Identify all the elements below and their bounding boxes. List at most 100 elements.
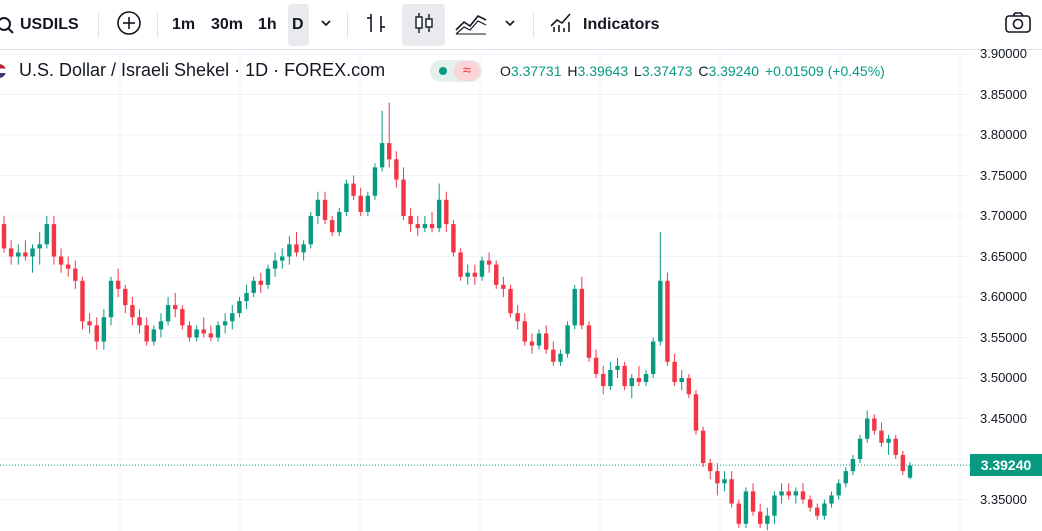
candle-body <box>151 329 157 342</box>
candle-body <box>658 280 663 342</box>
candle-body <box>486 260 492 265</box>
price-tick-label: 3.90000 <box>980 46 1027 61</box>
price-tick-label: 3.70000 <box>980 208 1027 223</box>
symbol-search-button[interactable]: USDILS <box>0 0 79 50</box>
candle-body <box>401 179 406 216</box>
candle-body <box>815 507 820 516</box>
price-axis[interactable]: 3.90000 3.85000 3.80000 3.75000 3.70000 3.650… <box>970 46 1042 531</box>
symbol-title[interactable]: U.S. Dollar / Israeli Shekel · 1D · FORE… <box>19 60 386 80</box>
candle-body <box>515 313 520 322</box>
candle-body <box>436 199 442 229</box>
price-tick-label: 3.80000 <box>980 127 1027 142</box>
candle-body <box>793 491 799 496</box>
market-status-badge[interactable]: ≈ <box>430 60 482 82</box>
market-open-dot-icon <box>439 67 447 75</box>
candle-body <box>372 167 378 196</box>
candle-body <box>180 309 185 326</box>
candle-body <box>807 499 813 508</box>
candle-body <box>444 199 449 225</box>
candle-body <box>529 341 535 346</box>
candle-body <box>458 252 463 277</box>
candle-body <box>650 341 656 374</box>
candle-body <box>665 280 670 362</box>
interval-30m-button[interactable]: 30m <box>211 16 244 33</box>
price-tick-label: 3.35000 <box>980 491 1027 507</box>
candle-body <box>379 143 385 168</box>
last-price-badge: 3.39240 <box>970 454 1042 477</box>
candle-body <box>765 515 770 524</box>
candles-chart-button[interactable] <box>411 0 437 50</box>
candle-body <box>879 430 884 443</box>
interval-1m-button[interactable]: 1m <box>172 16 196 33</box>
candle-body <box>601 373 606 387</box>
candle-body <box>194 329 199 338</box>
candle-body <box>87 321 92 326</box>
close-value: 3.39240 <box>708 63 760 79</box>
candle-body <box>94 325 99 342</box>
candle-body <box>615 365 620 370</box>
chart-type-dropdown-button[interactable] <box>502 0 518 50</box>
candle-body <box>208 333 214 338</box>
candle-body <box>58 256 64 265</box>
top-toolbar: USDILS 1m 30m 1h D <box>0 0 1042 50</box>
candle-body <box>65 264 71 269</box>
area-chart-button[interactable] <box>454 0 488 50</box>
candle-body <box>365 195 371 212</box>
candle-body <box>494 264 499 285</box>
bar-chart-button[interactable] <box>363 0 389 50</box>
candle-body <box>565 325 570 354</box>
interval-d-button[interactable]: D <box>292 16 304 33</box>
candle-body <box>800 491 806 500</box>
price-tick-label: 3.65000 <box>980 248 1027 264</box>
candle-body <box>165 305 171 322</box>
interval-1h-button[interactable]: 1h <box>258 16 277 33</box>
candle-body <box>322 199 328 221</box>
candle-body <box>608 369 613 387</box>
candle-body <box>158 321 164 330</box>
price-tick-label: 3.60000 <box>980 289 1027 304</box>
candle-body <box>501 284 506 289</box>
candle-body <box>351 183 356 196</box>
ohlc-values: O3.37731 H3.39643 L3.37473 C3.39240 +0.0… <box>500 63 885 79</box>
price-tick-label: 3.45000 <box>980 410 1027 426</box>
candle-body <box>37 244 42 249</box>
candle-body <box>900 454 906 472</box>
candle-body <box>337 211 342 233</box>
candle-body <box>736 503 741 524</box>
candle-body <box>215 325 221 338</box>
candle-body <box>123 288 128 306</box>
candle-body <box>344 183 349 212</box>
candle-body <box>643 373 649 383</box>
area-chart-icon <box>454 10 488 41</box>
low-label: L <box>634 63 642 79</box>
candle-body <box>743 491 749 524</box>
indicators-button[interactable]: Indicators <box>548 0 659 50</box>
candle-body <box>387 143 392 160</box>
candles-group <box>1 102 913 531</box>
candle-body <box>408 216 413 225</box>
interval-dropdown-button[interactable] <box>318 0 334 50</box>
search-icon <box>0 14 18 36</box>
candle-body <box>872 418 877 431</box>
candle-body <box>465 272 470 277</box>
candle-body <box>822 503 827 516</box>
candle-body <box>30 248 35 257</box>
price-chart[interactable] <box>0 50 970 531</box>
open-label: O <box>500 63 511 79</box>
candle-body <box>686 378 692 395</box>
candle-body <box>472 272 478 277</box>
candles-icon <box>411 10 437 41</box>
candle-body <box>779 491 784 496</box>
candle-body <box>301 244 306 253</box>
close-label: C <box>698 63 709 79</box>
candle-body <box>137 317 142 326</box>
snapshot-button[interactable] <box>1004 0 1032 50</box>
candle-body <box>44 224 50 245</box>
candle-body <box>287 244 292 257</box>
candle-body <box>893 438 898 455</box>
compare-symbol-button[interactable] <box>114 0 144 50</box>
candle-body <box>572 288 577 326</box>
high-label: H <box>567 63 578 79</box>
candle-body <box>829 495 834 504</box>
candle-body <box>715 471 720 484</box>
